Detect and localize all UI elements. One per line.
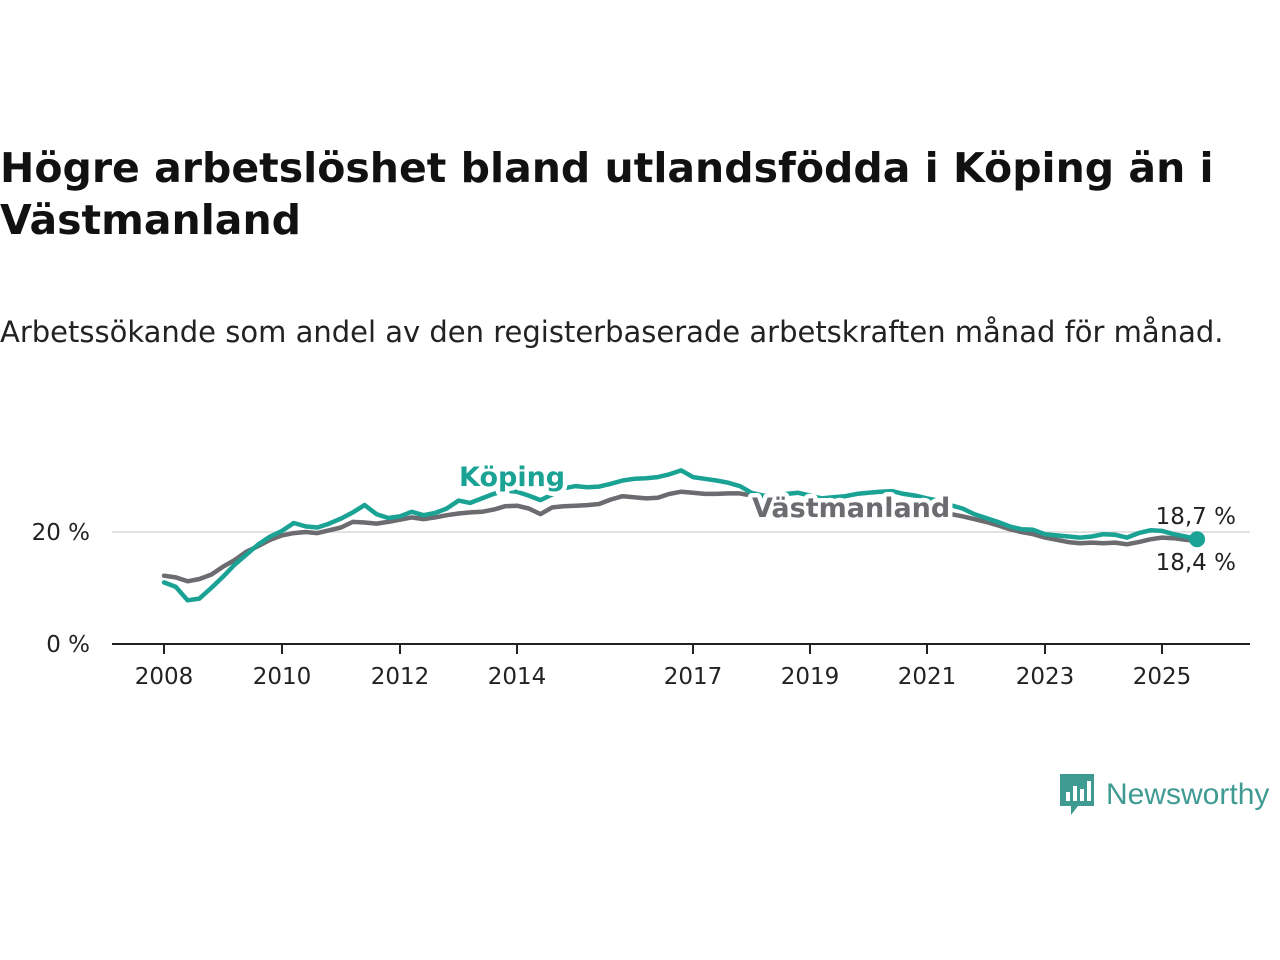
y-tick-label: 20 %	[32, 520, 90, 546]
series-label-koping: Köping	[459, 462, 565, 493]
series-label-vastmanland-halo: Västmanland	[752, 493, 950, 524]
series-lines	[161, 468, 1206, 603]
line-chart: 20 % 0 % 2008 2010 2012 2014 2017 2019 2021 2023…	[31, 458, 1250, 690]
end-label-vastmanland: 18,4 %	[1156, 550, 1236, 576]
x-tick-label: 2008	[135, 664, 194, 690]
x-tick-label: 2014	[488, 664, 547, 690]
chart-title: Högre arbetslöshet bland utlandsfödda i …	[0, 144, 1214, 244]
brand-logo: Newsworthy	[1058, 772, 1269, 818]
y-tick-label: 0 %	[46, 632, 90, 658]
x-tick-label: 2021	[898, 664, 957, 690]
end-label-koping-halo: 18,7 %	[1156, 504, 1236, 530]
y-axis-ticks: 20 % 0 %	[32, 520, 90, 658]
x-tick-label: 2012	[371, 664, 430, 690]
x-tick-label: 2010	[253, 664, 312, 690]
series-label-vastmanland: Västmanland	[752, 493, 950, 524]
chart-subtitle: Arbetssökande som andel av den registerb…	[0, 315, 1224, 349]
x-axis: 2008 2010 2012 2014 2017 2019 2021 2023 2025	[112, 643, 1250, 690]
end-point-koping	[1189, 531, 1206, 548]
chart-bubble-icon	[1060, 774, 1094, 815]
series-label-koping-halo: Köping	[459, 462, 565, 493]
x-tick-label: 2023	[1016, 664, 1075, 690]
end-label-vastmanland-halo: 18,4 %	[1156, 550, 1236, 576]
x-tick-label: 2019	[781, 664, 840, 690]
x-tick-label: 2017	[664, 664, 723, 690]
brand-name: Newsworthy	[1106, 778, 1270, 811]
series-line-västmanland	[161, 489, 1200, 584]
end-label-koping: 18,7 %	[1156, 504, 1236, 530]
x-tick-label: 2025	[1133, 664, 1192, 690]
series-line-köping	[161, 468, 1200, 603]
